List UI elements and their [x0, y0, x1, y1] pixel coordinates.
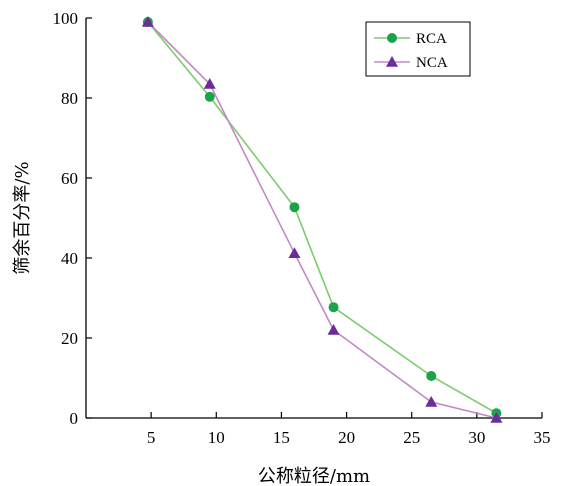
legend-box [365, 21, 471, 77]
x-tick-label: 5 [147, 428, 156, 447]
legend-marker-nca [386, 56, 398, 67]
y-axis-title: 筛余百分率/% [12, 161, 33, 274]
series-rca [142, 17, 502, 419]
data-point-rca [426, 371, 437, 381]
y-tick-label: 40 [61, 249, 78, 268]
y-tick-label: 20 [61, 329, 78, 348]
axes: 5 10 15 20 25 30 35 0 20 40 60 80 100 [53, 9, 551, 447]
y-tick-label: 60 [61, 169, 78, 188]
data-point-nca [288, 247, 301, 258]
data-point-nca [141, 16, 154, 27]
x-axis-title: 公称粒径/mm [258, 466, 370, 486]
y-tick-label: 80 [61, 89, 78, 108]
data-point-nca [327, 324, 340, 335]
data-point-nca [425, 396, 438, 407]
x-tick-label: 35 [534, 428, 551, 447]
series-line-rca [147, 21, 497, 414]
data-point-rca [289, 202, 300, 213]
data-point-nca [203, 78, 216, 89]
legend: RCA NCA [365, 21, 471, 77]
series-nca [141, 16, 503, 423]
series-line-nca [147, 21, 497, 419]
x-tick-label: 30 [468, 428, 485, 447]
y-tick-label: 100 [53, 9, 79, 28]
x-tick-label: 10 [208, 428, 225, 447]
x-tick-label: 20 [338, 428, 355, 447]
data-point-rca [204, 91, 215, 102]
data-point-nca [490, 412, 503, 423]
series-layer [141, 16, 503, 423]
x-tick-label: 15 [273, 428, 290, 447]
y-tick-label: 0 [70, 409, 79, 428]
x-tick-label: 25 [403, 428, 420, 447]
legend-label-nca: NCA [416, 55, 448, 71]
data-point-rca [328, 302, 339, 313]
legend-marker-rca [387, 33, 397, 43]
legend-label-rca: RCA [416, 31, 447, 47]
